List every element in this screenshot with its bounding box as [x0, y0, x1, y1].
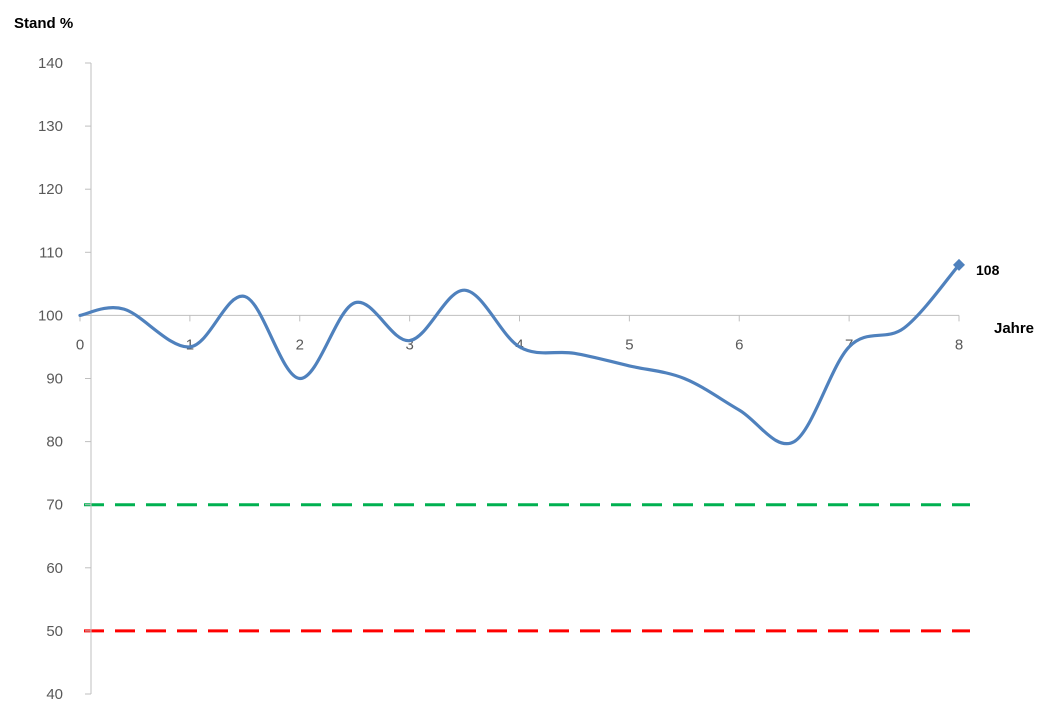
- y-tick-label: 100: [38, 307, 63, 324]
- x-tick-label: 0: [76, 336, 84, 353]
- x-tick-label: 1: [186, 336, 194, 353]
- y-tick-label: 90: [46, 371, 63, 388]
- x-tick-label: 2: [296, 336, 304, 353]
- x-tick-label: 4: [515, 336, 523, 353]
- x-tick-label: 3: [405, 336, 413, 353]
- y-tick-label: 110: [39, 244, 63, 261]
- y-tick-label: 120: [38, 181, 63, 198]
- end-point-marker: [953, 258, 965, 271]
- x-tick-label: 5: [625, 336, 633, 353]
- y-tick-label: 80: [46, 434, 63, 451]
- end-point-label: 108: [976, 262, 1000, 278]
- x-tick-label: 8: [955, 336, 963, 353]
- x-tick-label: 6: [735, 336, 743, 353]
- x-axis-title: Jahre: [994, 320, 1034, 337]
- series-line: [78, 263, 961, 446]
- y-tick-label: 130: [38, 118, 63, 135]
- series-group: 1 0 8: [78, 258, 1000, 446]
- y-tick-label: 140: [38, 55, 63, 72]
- reference-lines: [84, 503, 970, 633]
- y-axis-title: Stand %: [14, 15, 73, 32]
- y-tick-label: 50: [46, 623, 63, 640]
- y-tick-label: 40: [46, 686, 63, 703]
- y-tick-label: 60: [46, 560, 63, 577]
- y-tick-label: 70: [46, 497, 63, 514]
